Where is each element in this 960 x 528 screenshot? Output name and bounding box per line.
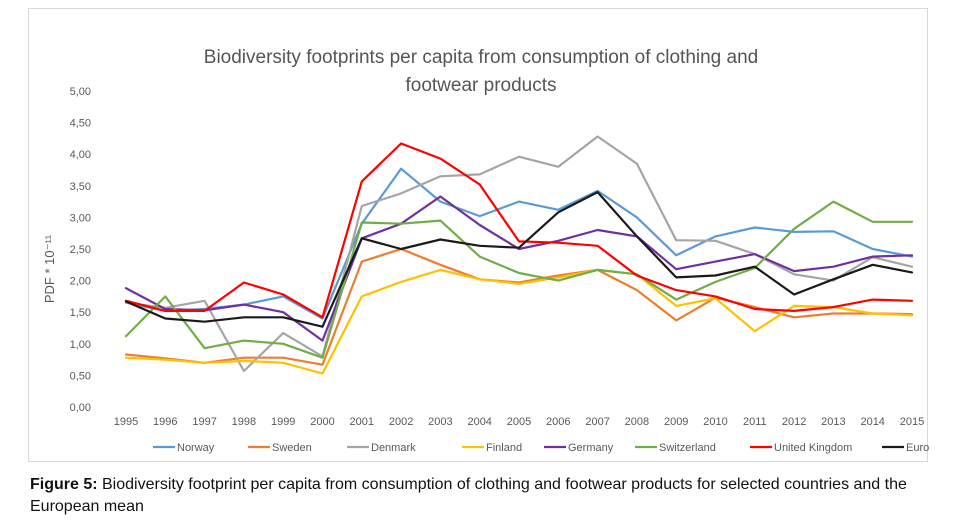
y-tick-label: 1,50 <box>70 307 91 319</box>
y-tick-label: 2,50 <box>70 244 91 256</box>
y-axis-label: PDF * 10⁻¹¹ <box>42 234 57 303</box>
y-tick-label: 4,50 <box>70 118 91 130</box>
chart-title: Biodiversity footprints per capita from … <box>204 47 758 96</box>
x-tick-label: 1998 <box>232 416 256 428</box>
x-tick-label: 2002 <box>389 416 413 428</box>
legend-label-norway: Norway <box>177 442 215 454</box>
y-tick-label: 1,00 <box>70 339 91 351</box>
y-tick-label: 5,00 <box>70 86 91 98</box>
x-tick-label: 2005 <box>507 416 531 428</box>
series-line-denmark <box>124 135 914 373</box>
x-tick-label: 2013 <box>821 416 845 428</box>
x-tick-label: 1996 <box>153 416 177 428</box>
y-axis: 0,00 0,50 1,00 1,50 2,00 2,50 3,00 3,50 4,00 4,50… <box>70 86 91 414</box>
caption-label: Figure 5: <box>30 476 98 493</box>
legend-label-europe: Europe <box>906 442 929 454</box>
chart-title-line-2: footwear products <box>405 75 556 96</box>
series-lines <box>124 135 914 375</box>
y-tick-label: 2,00 <box>70 276 91 288</box>
y-tick-label: 4,00 <box>70 149 91 161</box>
legend-label-denmark: Denmark <box>371 442 416 454</box>
x-tick-label: 2010 <box>703 416 727 428</box>
legend: Norway Sweden Denmark Finland Germany Switzer… <box>153 442 929 454</box>
legend-label-switzerland: Switzerland <box>659 442 716 454</box>
chart-frame: Biodiversity footprints per capita from … <box>28 8 929 462</box>
series-line-switzerland <box>124 200 914 359</box>
x-tick-label: 1997 <box>192 416 216 428</box>
line-chart: Biodiversity footprints per capita from … <box>42 47 929 454</box>
x-tick-label: 2003 <box>428 416 452 428</box>
legend-label-germany: Germany <box>568 442 614 454</box>
series-line-norway <box>124 167 914 320</box>
legend-label-finland: Finland <box>486 442 522 454</box>
y-tick-label: 3,50 <box>70 181 91 193</box>
x-tick-label: 2011 <box>743 416 767 428</box>
series-line-finland <box>124 268 914 375</box>
x-axis: 1995 1996 1997 1998 1999 2000 2001 2002 2003 2004… <box>114 416 924 428</box>
x-tick-label: 2000 <box>310 416 334 428</box>
y-tick-label: 0,00 <box>70 402 91 414</box>
series-line-united-kingdom <box>124 142 914 319</box>
x-tick-label: 2009 <box>664 416 688 428</box>
x-tick-label: 2014 <box>860 416 884 428</box>
x-tick-label: 2008 <box>625 416 649 428</box>
x-tick-label: 2012 <box>782 416 806 428</box>
legend-label-sweden: Sweden <box>272 442 312 454</box>
series-line-germany <box>124 195 914 342</box>
chart-title-line-1: Biodiversity footprints per capita from … <box>204 47 758 68</box>
x-tick-label: 2015 <box>900 416 924 428</box>
legend-label-united-kingdom: United Kingdom <box>774 442 852 454</box>
y-tick-label: 3,00 <box>70 212 91 224</box>
x-tick-label: 1995 <box>114 416 138 428</box>
y-tick-label: 0,50 <box>70 370 91 382</box>
x-tick-label: 2004 <box>467 416 491 428</box>
x-tick-label: 2001 <box>350 416 374 428</box>
x-tick-label: 2006 <box>546 416 570 428</box>
figure-caption: Figure 5: Biodiversity footprint per cap… <box>30 474 950 518</box>
x-tick-label: 1999 <box>271 416 295 428</box>
caption-text: Biodiversity footprint per capita from c… <box>30 476 907 515</box>
series-line-europe <box>124 191 914 328</box>
x-tick-label: 2007 <box>585 416 609 428</box>
